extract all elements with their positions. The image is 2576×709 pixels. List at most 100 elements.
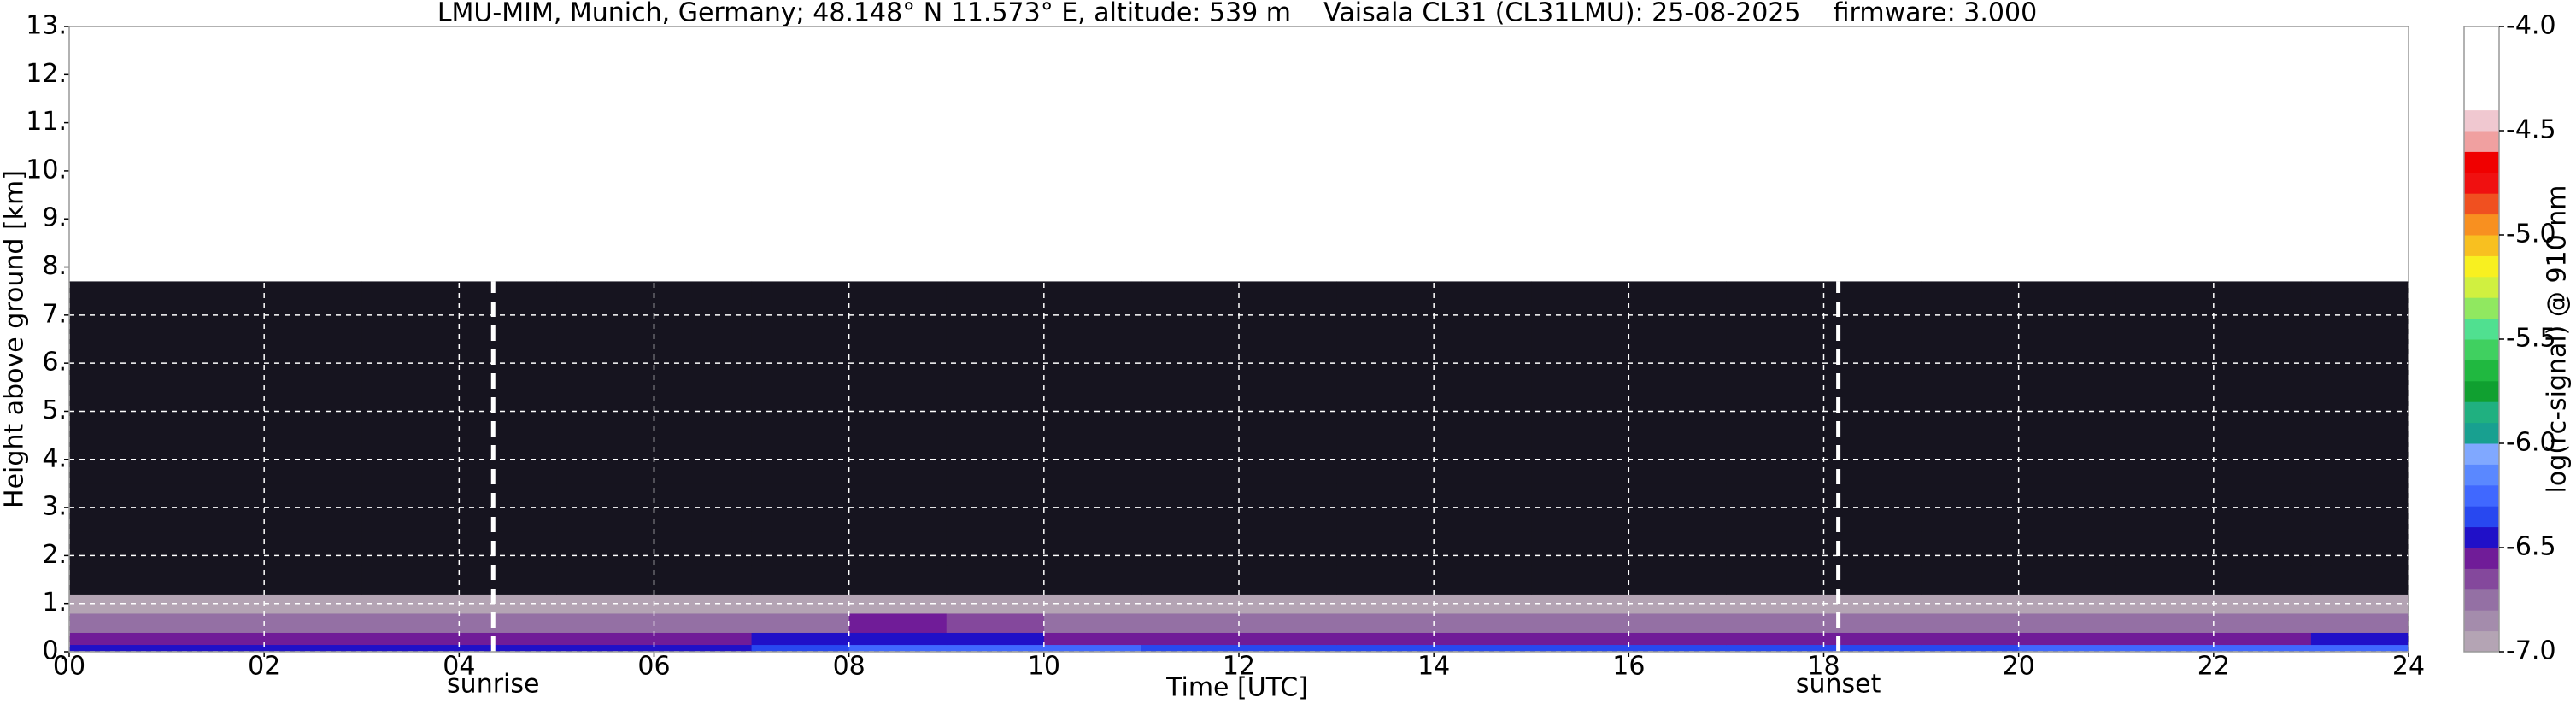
heatmap-cell <box>1921 612 2020 633</box>
heatmap-cell <box>2213 594 2312 614</box>
heatmap-cell <box>556 281 654 412</box>
colorbar-segment <box>2464 318 2499 340</box>
heatmap-cell <box>848 594 948 614</box>
heatmap-cell <box>1141 281 1240 412</box>
colorbar-segment <box>2464 67 2499 90</box>
heatmap-cell <box>2115 612 2215 633</box>
x-tick-label: 16 <box>1612 652 1645 682</box>
heatmap-cell <box>2018 612 2117 633</box>
heatmap-cell <box>2018 644 2117 653</box>
heatmap-cell <box>2115 281 2215 412</box>
colorbar-segment <box>2464 214 2499 236</box>
heatmap-cell <box>848 531 948 566</box>
heatmap-cell <box>1823 281 1922 412</box>
colorbar-segment <box>2464 89 2499 111</box>
heatmap-cell <box>1628 644 1727 653</box>
heatmap-cell <box>1043 411 1142 484</box>
heatmap-cell <box>1043 594 1142 614</box>
heatmap-cell <box>2115 644 2215 653</box>
heatmap-cell <box>2115 531 2215 566</box>
heatmap-cell <box>1531 644 1629 653</box>
heatmap-cell <box>1043 281 1142 412</box>
colorbar-segment <box>2464 109 2499 132</box>
heatmap-cell <box>848 632 948 646</box>
heatmap-cell <box>1823 632 1922 646</box>
annotation-label: sunset <box>1796 670 1881 700</box>
heatmap-cell <box>459 411 557 484</box>
colorbar-segment <box>2464 401 2499 424</box>
heatmap-cell <box>1434 281 1532 412</box>
colorbar-label: log(rc-signal) @ 910 nm <box>2543 185 2573 494</box>
colorbar-segment <box>2464 193 2499 215</box>
heatmap-cell <box>459 612 557 633</box>
heatmap-cell <box>264 612 362 633</box>
heatmap-cell <box>264 483 362 532</box>
heatmap-cell <box>1141 612 1240 633</box>
colorbar-segment <box>2464 172 2499 194</box>
heatmap-cell <box>2213 411 2312 484</box>
y-tick-label: 3. <box>42 492 67 522</box>
heatmap-cell <box>654 632 753 646</box>
heatmap-cell <box>264 594 362 614</box>
colorbar-segment <box>2464 422 2499 444</box>
heatmap-cell <box>2310 531 2409 566</box>
x-tick-label: 10 <box>1028 652 1060 682</box>
heatmap-cell <box>1531 565 1629 595</box>
heatmap-cell <box>2115 411 2215 484</box>
heatmap-cell <box>1531 531 1629 566</box>
heatmap-cell <box>848 411 948 484</box>
x-tick-label: 12 <box>1223 652 1255 682</box>
heatmap-cell <box>654 483 753 532</box>
heatmap-cell <box>946 644 1045 653</box>
heatmap-cell <box>264 565 362 595</box>
heatmap-cell <box>459 632 557 646</box>
heatmap-cell <box>1336 612 1435 633</box>
heatmap-cell <box>1043 644 1142 653</box>
heatmap-cell <box>1921 411 2020 484</box>
y-tick-label: 5. <box>42 396 67 425</box>
heatmap-cell <box>1239 411 1337 484</box>
heatmap-cell <box>1726 612 1824 633</box>
heatmap-cell <box>946 565 1045 595</box>
heatmap-cell <box>848 612 948 633</box>
y-tick-label: 11. <box>26 107 67 137</box>
heatmap-cell <box>1434 632 1532 646</box>
colorbar-segment <box>2464 464 2499 486</box>
heatmap-cell <box>1921 565 2020 595</box>
colorbar-segment <box>2464 526 2499 548</box>
heatmap-cell <box>1336 281 1435 412</box>
heatmap-cell <box>69 531 167 566</box>
heatmap-cell <box>361 565 460 595</box>
heatmap-cell <box>1141 531 1240 566</box>
x-tick-label: 18 <box>1807 652 1840 682</box>
heatmap-cell <box>1336 411 1435 484</box>
heatmap-cell <box>1628 531 1727 566</box>
y-tick-label: 13. <box>26 11 67 41</box>
x-tick-label: 04 <box>443 652 475 682</box>
colorbar-segment <box>2464 26 2499 48</box>
colorbar-tick-label: -7.0 <box>2506 636 2556 666</box>
annotation-label: sunrise <box>447 670 539 700</box>
heatmap-cell <box>2213 281 2312 412</box>
heatmap-cell <box>459 483 557 532</box>
heatmap-cell <box>1921 644 2020 653</box>
x-tick-label: 20 <box>2003 652 2035 682</box>
heatmap-cell <box>361 531 460 566</box>
y-tick-label: 10. <box>26 155 67 185</box>
heatmap-cell <box>751 531 850 566</box>
heatmap-cell <box>1043 612 1142 633</box>
heatmap-cell <box>69 612 167 633</box>
heatmap-cell <box>654 594 753 614</box>
heatmap-cell <box>1628 411 1727 484</box>
heatmap-cell <box>361 612 460 633</box>
heatmap-cell <box>459 281 557 412</box>
heatmap-cell <box>459 531 557 566</box>
colorbar-segment <box>2464 610 2499 632</box>
colorbar-tick-label: -6.0 <box>2506 428 2556 458</box>
heatmap-cell <box>1921 632 2020 646</box>
heatmap-cell <box>69 411 167 484</box>
heatmap-cell <box>1434 594 1532 614</box>
colorbar-segment <box>2464 131 2499 152</box>
heatmap-cell <box>167 411 265 484</box>
